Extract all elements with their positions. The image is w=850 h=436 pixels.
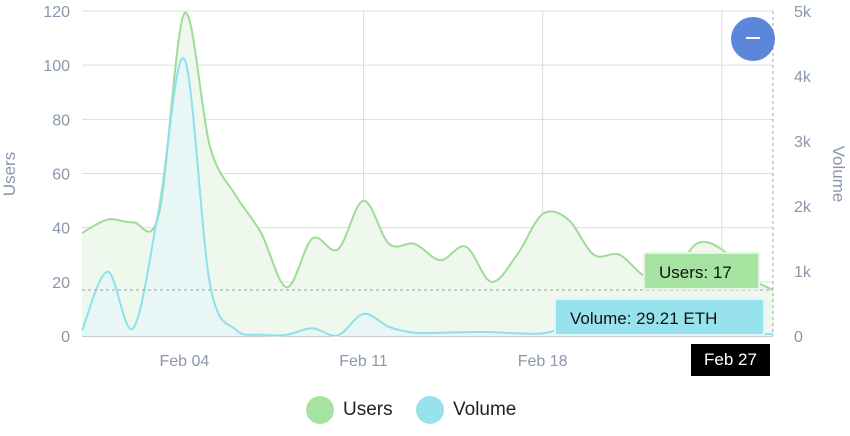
volume-area [82,58,773,336]
y-left-tick-label: 60 [52,167,70,184]
x-tick-label: Feb 04 [159,353,209,370]
y-left-tick-label: 120 [43,4,70,21]
y-right-tick-label: 3k [794,134,812,151]
legend-label-volume: Volume [453,399,517,420]
volume-tooltip: Volume: 29.21 ETH [554,298,765,336]
y-left-tick-label: 100 [43,58,70,75]
x-tick-label: Feb 18 [518,353,568,370]
users-legend-swatch [306,396,334,424]
y-left-tick-label: 20 [52,275,70,292]
legend-label-users: Users [343,399,393,420]
legend-item-users[interactable]: Users [306,394,393,426]
zoom-out-button[interactable] [731,17,775,61]
y-left-tick-label: 40 [52,221,70,238]
y-right-tick-label: 1k [794,264,812,281]
y-right-axis-title: Volume [829,146,848,203]
users-area [82,12,773,337]
y-right-tick-label: 5k [794,4,812,21]
users-tooltip: Users: 17 [643,252,760,290]
legend-item-volume[interactable]: Volume [416,394,516,426]
x-tick-label: Feb 11 [339,353,388,370]
date-tooltip: Feb 27 [691,344,770,376]
y-left-tick-label: 80 [52,112,70,129]
y-right-tick-label: 0 [794,329,803,346]
y-left-tick-label: 0 [61,329,70,346]
y-right-tick-label: 2k [794,199,812,216]
volume-legend-swatch [416,396,444,424]
y-right-tick-label: 4k [794,69,812,86]
minus-icon [746,37,760,39]
y-left-axis-title: Users [0,152,19,196]
